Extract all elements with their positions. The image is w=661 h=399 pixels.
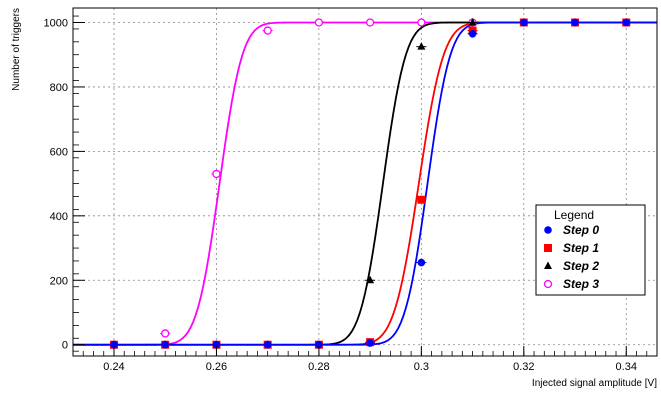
- data-markers: [108, 18, 632, 349]
- y-tick-label: 800: [50, 82, 68, 94]
- y-tick-label: 400: [50, 211, 68, 223]
- data-point: [417, 42, 426, 50]
- x-tick-label: 0.32: [513, 361, 534, 373]
- legend: Legend Step 0 Step 1 Step 2 Step 3: [535, 204, 646, 296]
- data-point: [263, 340, 272, 349]
- legend-marker: [544, 261, 552, 269]
- data-point: [315, 340, 323, 349]
- y-tick-label: 600: [50, 146, 68, 158]
- data-point: [571, 18, 579, 27]
- data-point: [366, 339, 374, 347]
- y-axis-title: Number of triggers: [11, 8, 22, 91]
- x-tick-label: 0.3: [414, 361, 429, 373]
- y-tick-label: 200: [50, 275, 68, 287]
- data-point: [212, 340, 221, 349]
- legend-box: [535, 204, 646, 296]
- x-tick-label: 0.24: [103, 361, 124, 373]
- legend-entry-label: Step 0: [563, 223, 599, 237]
- axis-ticks: [73, 15, 648, 356]
- data-point: [314, 18, 324, 27]
- x-tick-label: 0.34: [616, 361, 637, 373]
- legend-entries: Step 0 Step 1 Step 2 Step 3: [543, 223, 599, 291]
- data-point: [263, 26, 272, 35]
- x-axis-title: Injected signal amplitude [V]: [532, 378, 657, 389]
- legend-entry-label: Step 1: [563, 241, 599, 255]
- legend-entry-label: Step 2: [563, 259, 599, 273]
- data-point: [212, 169, 221, 179]
- data-point: [520, 18, 528, 27]
- data-point: [161, 329, 170, 338]
- data-point: [417, 18, 426, 27]
- legend-entry-label: Step 3: [563, 277, 599, 291]
- x-tick-label: 0.26: [206, 361, 227, 373]
- y-tick-label: 0: [62, 340, 68, 352]
- data-point: [161, 340, 170, 349]
- legend-marker: [543, 279, 553, 289]
- tick-labels: 0.24 0.26 0.28 0.3 0.32 0.34 0 200 400 600 800 1000: [44, 18, 637, 374]
- legend-title: Legend: [554, 208, 594, 222]
- data-point: [468, 29, 477, 38]
- data-point: [417, 258, 426, 267]
- x-tick-label: 0.28: [308, 361, 329, 373]
- fit-curves: [73, 21, 657, 346]
- fit-curve: [73, 21, 657, 346]
- data-point: [468, 18, 477, 26]
- grid: [73, 8, 657, 356]
- data-point: [622, 18, 631, 27]
- plot-frame: [72, 7, 658, 357]
- data-point: [110, 340, 118, 349]
- data-point: [417, 195, 426, 204]
- fit-curve: [73, 21, 657, 346]
- y-tick-label: 1000: [44, 18, 68, 30]
- data-point: [366, 275, 375, 284]
- legend-marker: [544, 244, 552, 252]
- data-point: [365, 18, 375, 27]
- legend-marker: [544, 226, 552, 234]
